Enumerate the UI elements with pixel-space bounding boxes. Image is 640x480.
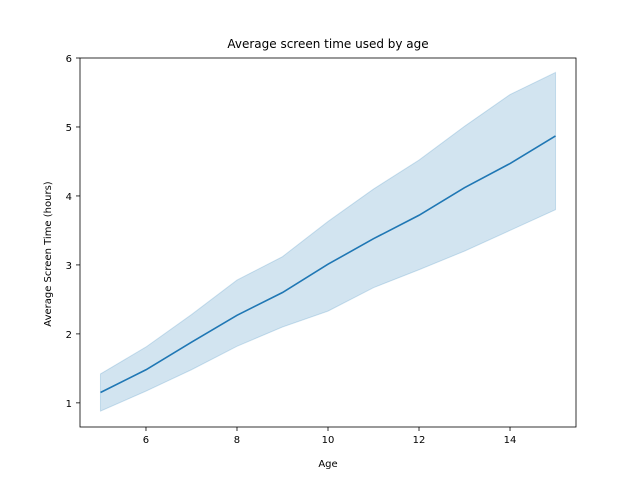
y-tick-label: 1 [66, 399, 72, 410]
confidence-band [99, 71, 557, 412]
x-axis-label: Age [318, 459, 337, 470]
x-tick-label: 10 [322, 435, 335, 446]
series-line [100, 135, 556, 394]
y-tick-label: 6 [66, 54, 72, 65]
x-tick-label: 8 [234, 435, 240, 446]
y-tick-label: 4 [66, 192, 72, 203]
x-tick-label: 12 [413, 435, 426, 446]
y-axis-label: Average Screen Time (hours) [43, 181, 54, 326]
chart-title: Average screen time used by age [227, 37, 428, 51]
y-tick-label: 2 [66, 330, 72, 341]
x-tick-label: 6 [143, 435, 149, 446]
y-tick-label: 3 [66, 261, 72, 272]
x-tick-label: 14 [504, 435, 517, 446]
y-tick-label: 5 [66, 123, 72, 134]
